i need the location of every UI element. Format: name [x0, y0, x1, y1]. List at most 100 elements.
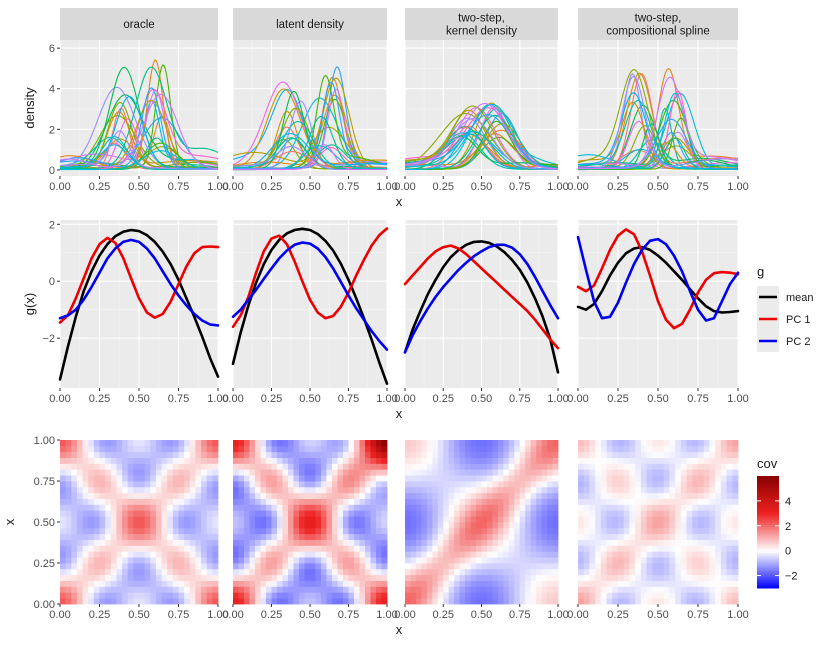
- heatmap-cell: [326, 545, 333, 552]
- heatmap-cell: [88, 516, 95, 523]
- heatmap-cell: [525, 557, 532, 564]
- heatmap-cell: [178, 440, 185, 447]
- heatmap-cell: [195, 586, 202, 593]
- colorbar-label: 2: [785, 521, 791, 533]
- heatmap-cell: [304, 451, 311, 458]
- colorbar-segment: [757, 511, 779, 514]
- heatmap-cell: [686, 451, 693, 458]
- heatmap-cell: [508, 574, 515, 581]
- heatmap-cell: [606, 516, 613, 523]
- heatmap-cell: [354, 545, 360, 552]
- heatmap-cell: [189, 457, 196, 464]
- heatmap-cell: [640, 445, 647, 453]
- heatmap-cell: [405, 481, 411, 488]
- heatmap-cell: [669, 440, 676, 447]
- heatmap-cell: [448, 527, 455, 535]
- heatmap-cell: [703, 533, 710, 540]
- heatmap-cell: [315, 551, 322, 558]
- heatmap-cell: [720, 486, 727, 494]
- heatmap-cell: [332, 463, 338, 470]
- heatmap-cell: [105, 510, 112, 517]
- heatmap-cell: [299, 498, 305, 505]
- heatmap-cell: [663, 486, 670, 494]
- heatmap-cell: [519, 545, 526, 552]
- heatmap-cell: [110, 539, 117, 546]
- heatmap-cell: [65, 563, 72, 570]
- colorbar-segment: [757, 567, 779, 570]
- covariance-heatmap: [405, 440, 559, 605]
- heatmap-cell: [618, 533, 625, 540]
- heatmap-cell: [71, 551, 78, 558]
- heatmap-cell: [93, 580, 100, 587]
- heatmap-cell: [337, 551, 344, 558]
- heatmap-cell: [299, 533, 305, 540]
- heatmap-cell: [82, 574, 89, 581]
- heatmap-cell: [465, 527, 471, 535]
- heatmap-cell: [332, 475, 338, 482]
- heatmap-cell: [465, 522, 471, 529]
- heatmap-cell: [481, 574, 488, 581]
- heatmap-cell: [293, 486, 300, 494]
- heatmap-cell: [519, 598, 526, 605]
- heatmap-cell: [519, 592, 526, 599]
- heatmap-cell: [288, 486, 294, 494]
- heatmap-cell: [116, 516, 123, 523]
- heatmap-cell: [195, 527, 202, 535]
- heatmap-cell: [310, 498, 316, 505]
- heatmap-cell: [260, 445, 267, 453]
- heatmap-cell: [127, 457, 134, 464]
- heatmap-cell: [343, 598, 349, 605]
- heatmap-cell: [726, 533, 733, 540]
- heatmap-cell: [238, 551, 245, 558]
- heatmap-cell: [365, 580, 371, 587]
- heatmap-cell: [508, 445, 515, 453]
- heatmap-cell: [525, 574, 532, 581]
- heatmap-cell: [337, 545, 344, 552]
- heatmap-cell: [155, 475, 162, 482]
- colorbar-segment: [757, 489, 779, 492]
- heatmap-cell: [172, 445, 179, 453]
- heatmap-cell: [652, 498, 659, 505]
- heatmap-cell: [65, 533, 72, 540]
- heatmap-cell: [201, 481, 208, 488]
- heatmap-cell: [698, 592, 705, 599]
- heatmap-cell: [116, 510, 123, 517]
- heatmap-cell: [618, 557, 625, 564]
- heatmap-cell: [519, 498, 526, 505]
- heatmap-cell: [715, 492, 722, 499]
- heatmap-cell: [321, 492, 327, 499]
- heatmap-cell: [465, 481, 471, 488]
- heatmap-cell: [476, 451, 482, 458]
- heatmap-cell: [110, 481, 117, 488]
- heatmap-cell: [184, 568, 191, 576]
- heatmap-cell: [293, 463, 300, 470]
- heatmap-cell: [629, 533, 636, 540]
- heatmap-cell: [465, 574, 471, 581]
- heatmap-cell: [321, 545, 327, 552]
- heatmap-cell: [178, 457, 185, 464]
- heatmap-cell: [497, 522, 504, 529]
- heatmap-cell: [652, 486, 659, 494]
- heatmap-cell: [541, 586, 548, 593]
- heatmap-cell: [376, 510, 382, 517]
- heatmap-cell: [370, 522, 377, 529]
- heatmap-cell: [454, 598, 461, 605]
- facet-strip-background: [405, 8, 558, 40]
- heatmap-cell: [122, 469, 129, 476]
- heatmap-cell: [337, 522, 344, 529]
- heatmap-cell: [448, 486, 455, 494]
- heatmap-cell: [76, 522, 83, 529]
- heatmap-cell: [618, 522, 625, 529]
- heatmap-cell: [206, 481, 213, 488]
- heatmap-cell: [370, 451, 377, 458]
- heatmap-cell: [612, 522, 619, 529]
- heatmap-cell: [470, 545, 477, 552]
- heatmap-cell: [629, 527, 636, 535]
- heatmap-cell: [680, 580, 687, 587]
- x-tick-label: 0.25: [607, 609, 628, 621]
- heatmap-cell: [508, 486, 515, 494]
- heatmap-cell: [161, 568, 168, 576]
- colorbar-segment: [757, 535, 779, 539]
- heatmap-cell: [348, 580, 355, 587]
